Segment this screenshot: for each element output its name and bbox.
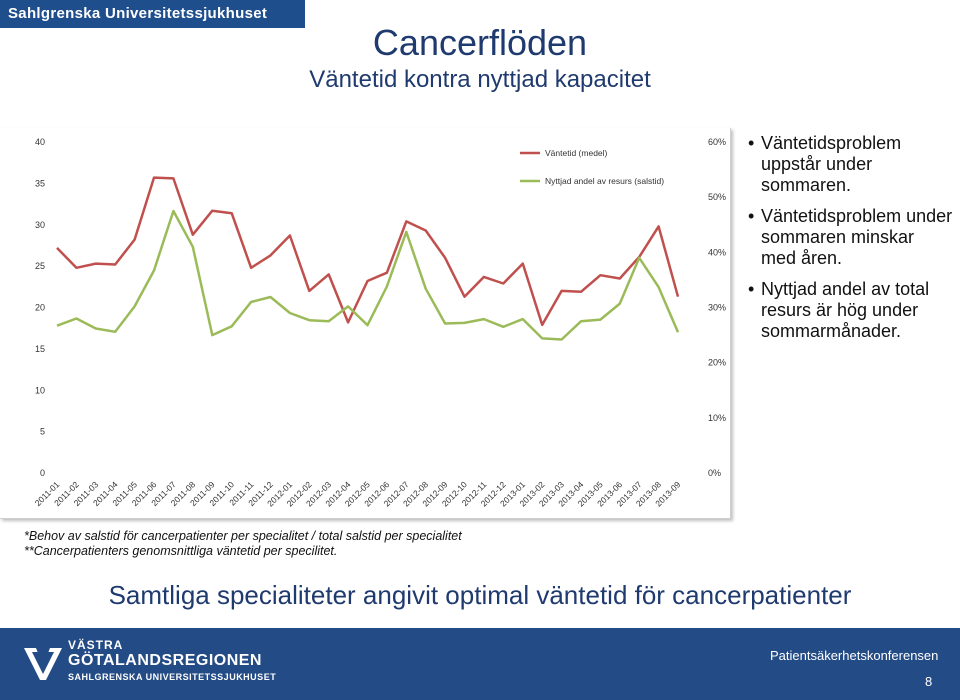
footnote: *Behov av salstid för cancerpatienter pe… — [24, 529, 462, 543]
y-right-tick-label: 0% — [708, 468, 721, 478]
y-right-tick-label: 60% — [708, 137, 726, 147]
logo-line-2: GÖTALANDSREGIONEN — [68, 652, 262, 669]
footnotes: *Behov av salstid för cancerpatienter pe… — [24, 529, 462, 559]
slide-title: Cancerflöden — [372, 22, 588, 63]
bottom-statement: Samtliga specialiteter angivit optimal v… — [108, 580, 852, 610]
bullet-item: Väntetidsproblem under sommaren minskar … — [748, 206, 953, 269]
y-left-tick-label: 25 — [35, 261, 45, 271]
y-right-tick-label: 30% — [708, 303, 726, 313]
series-line — [56, 209, 680, 341]
y-left-tick-label: 0 — [40, 468, 45, 478]
bullet-item: Nyttjad andel av total resurs är hög und… — [748, 279, 953, 342]
region-logo-icon — [24, 648, 62, 680]
chart-canvas: 05101520253035400%10%20%30%40%50%60%2011… — [33, 137, 726, 508]
line-chart: 0 5 10 15 20 25 30 35 40 0% 10% 20% 30% 40% 50% 60% 2011… — [0, 128, 731, 519]
y-left-tick-label: 30 — [35, 220, 45, 230]
y-right-tick-label: 20% — [708, 358, 726, 368]
y-left-tick-label: 20 — [35, 303, 45, 313]
y-left-tick-label: 5 — [40, 427, 45, 437]
logo-line-3: SAHLGRENSKA UNIVERSITETSSJUKHUSET — [68, 672, 277, 682]
brand-name: Sahlgrenska Universitetssjukhuset — [8, 5, 268, 22]
brand-header-bar: Sahlgrenska Universitetssjukhuset — [0, 0, 305, 28]
y-right-tick-label: 50% — [708, 192, 726, 202]
bullet-list: Väntetidsproblem uppstår under sommaren.… — [748, 133, 953, 352]
y-left-tick-label: 40 — [35, 137, 45, 147]
bullet-item: Väntetidsproblem uppstår under sommaren. — [748, 133, 953, 196]
y-right-tick-label: 40% — [708, 247, 726, 257]
series-line — [56, 176, 680, 327]
footnote: **Cancerpatienters genomsnittliga väntet… — [24, 544, 338, 558]
y-left-tick-label: 35 — [35, 178, 45, 188]
conference-name: Patientsäkerhetskonferensen — [770, 648, 939, 663]
footer-bar: VÄSTRA GÖTALANDSREGIONEN SAHLGRENSKA UNI… — [0, 628, 960, 700]
y-left-tick-label: 15 — [35, 344, 45, 354]
y-right-tick-label: 10% — [708, 413, 726, 423]
page-number: 8 — [925, 674, 933, 689]
logo-line-1: VÄSTRA — [68, 638, 124, 652]
legend-label: Väntetid (medel) — [545, 148, 608, 158]
legend-label: Nyttjad andel av resurs (salstid) — [545, 176, 664, 186]
y-left-tick-label: 10 — [35, 385, 45, 395]
slide-subtitle: Väntetid kontra nyttjad kapacitet — [309, 66, 651, 93]
